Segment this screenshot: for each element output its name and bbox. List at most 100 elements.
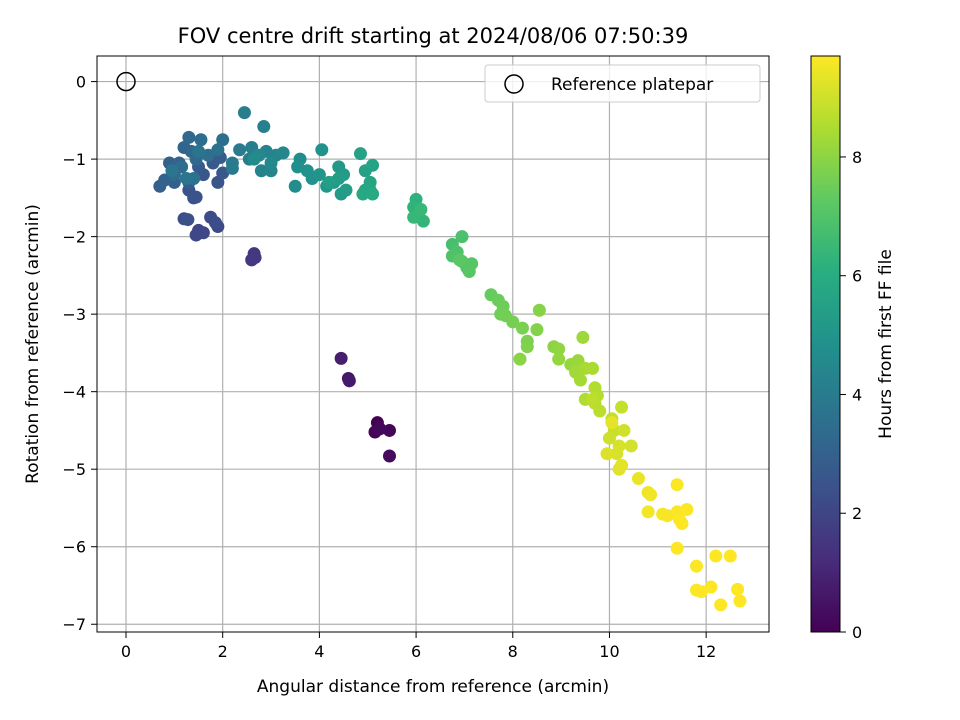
colorbar-gradient [810,55,841,633]
x-tick-label: 10 [599,642,619,661]
data-point [356,187,370,201]
x-tick-label: 2 [218,642,228,661]
x-tick-label: 0 [121,642,131,661]
data-point [216,166,230,180]
data-point [366,158,380,172]
colorbar-tick-label: 2 [852,504,862,523]
data-point [181,213,195,227]
data-point [373,422,387,436]
data-point [723,549,737,563]
data-point [192,144,206,158]
plot-frame [96,55,770,633]
data-point [233,143,247,157]
y-tick-label: −2 [62,228,86,247]
data-point [644,488,658,502]
data-point [506,315,520,329]
data-point [714,598,728,612]
legend: Reference platepar [484,64,761,103]
data-point [353,147,367,161]
data-point [414,202,428,216]
data-point [573,373,587,387]
data-point [593,404,607,418]
colorbar-label: Hours from first FF file [876,249,896,439]
data-point [208,216,222,230]
data-point [339,183,353,197]
data-point [264,156,278,170]
data-point [733,594,747,608]
reference-point-marker [116,71,136,92]
data-point [248,251,262,265]
data-point [216,133,230,147]
legend-box [484,64,761,103]
data-point [615,458,629,472]
data-point [247,152,261,166]
data-point [515,321,529,335]
colorbar: 0 2 4 6 8 Hours from first FF file [810,55,896,642]
data-point [731,582,745,596]
y-axis-ticks: 0 −1 −2 −3 −4 −5 −6 −7 [62,73,97,634]
x-tick-label: 12 [696,642,716,661]
data-point [158,173,172,187]
x-axis-label: Angular distance from reference (arcmin) [257,677,609,697]
data-point [382,423,396,437]
data-point [709,549,723,563]
data-point [322,175,336,189]
y-tick-label: −5 [62,460,86,479]
data-point [342,374,356,388]
data-point [194,133,208,147]
data-point [312,168,326,182]
data-point [462,265,476,279]
data-point [382,449,396,463]
data-point [276,146,290,160]
data-point [694,585,708,599]
x-axis-ticks: 0 2 4 6 8 10 12 [121,632,716,661]
data-point [211,143,225,157]
data-point [670,541,684,555]
data-point [615,400,629,414]
data-point [689,559,703,573]
legend-entry-label: Reference platepar [551,75,713,95]
colorbar-tick-label: 8 [852,148,862,167]
data-point [165,164,179,178]
data-point [179,171,193,185]
data-point [617,423,631,437]
colorbar-tick-label: 0 [852,623,862,642]
legend-marker-icon [504,74,524,94]
y-tick-label: −7 [62,615,86,634]
data-point [680,503,694,517]
data-point [552,342,566,356]
colorbar-tick-label: 6 [852,267,862,286]
x-tick-label: 8 [508,642,518,661]
data-point [552,352,566,366]
data-point [670,478,684,492]
data-point [315,143,329,157]
data-point [366,187,380,201]
y-tick-label: 0 [76,73,86,92]
data-point [641,505,655,519]
data-point [334,351,348,365]
data-point [182,130,196,144]
grid-lines [97,56,769,632]
data-point [189,190,203,204]
x-tick-label: 4 [314,642,324,661]
data-point [602,431,616,445]
data-point [513,352,527,366]
data-point [254,164,268,178]
chart-title: FOV centre drift starting at 2024/08/06 … [178,24,689,48]
y-tick-label: −1 [62,150,86,169]
data-point [576,330,590,344]
colorbar-ticks: 0 2 4 6 8 [840,148,862,642]
data-point [704,580,718,594]
data-point [605,416,619,430]
data-point [520,340,534,354]
data-point [196,226,210,240]
data-point [225,161,239,175]
x-tick-label: 6 [411,642,421,661]
colorbar-tick-label: 4 [852,385,862,404]
data-point [453,253,467,267]
data-point [532,303,546,317]
y-axis-label: Rotation from reference (arcmin) [23,204,43,484]
y-tick-label: −3 [62,305,86,324]
data-point [257,120,271,134]
